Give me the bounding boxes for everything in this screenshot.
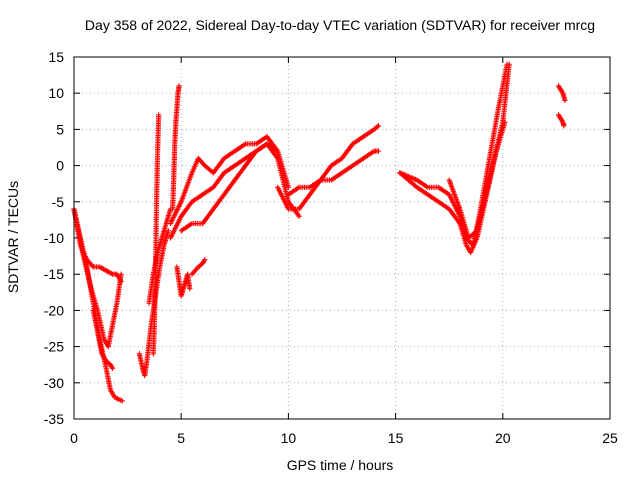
x-tick-label: 20 (495, 430, 511, 446)
data-point (285, 184, 291, 190)
data-point (561, 123, 567, 129)
data-point (119, 398, 125, 404)
y-tick-label: 5 (56, 121, 64, 137)
y-tick-label: 15 (48, 49, 64, 65)
x-tick-label: 0 (70, 430, 78, 446)
data-point (374, 124, 380, 130)
y-tick-label: -30 (44, 375, 64, 391)
chart-title: Day 358 of 2022, Sidereal Day-to-day VTE… (85, 17, 595, 33)
x-axis-label: GPS time / hours (287, 457, 394, 473)
data-point (296, 213, 302, 219)
x-tick-label: 10 (281, 430, 297, 446)
data-point (118, 271, 124, 277)
y-axis-label: SDTVAR / TECUs (5, 181, 21, 293)
y-tick-label: -25 (44, 339, 64, 355)
data-point (156, 112, 162, 118)
y-tick-label: -20 (44, 302, 64, 318)
data-point (562, 97, 568, 104)
y-tick-label: -10 (44, 230, 64, 246)
plot-frame (73, 56, 611, 420)
data-point (375, 123, 382, 129)
y-tick-label: -35 (44, 411, 64, 427)
data-point (187, 286, 193, 292)
y-tick-label: -15 (44, 266, 64, 282)
data-point (165, 228, 171, 234)
y-tick-label: -5 (52, 194, 65, 210)
y-tick-label: 10 (48, 85, 64, 101)
data-point (109, 365, 116, 371)
data-point (375, 148, 382, 154)
x-tick-label: 25 (602, 430, 618, 446)
data-point (506, 61, 512, 67)
y-tick-label: 0 (56, 158, 64, 174)
axis-ticks: 0 5 10 15 20 25 -35 -30 -25 -20 -15 -10 -5 0 5 10 15 (44, 49, 618, 446)
x-tick-label: 5 (177, 430, 185, 446)
data-point (176, 83, 182, 89)
x-tick-label: 15 (388, 430, 404, 446)
data-points (71, 61, 568, 404)
grid (74, 57, 610, 419)
data-point (202, 257, 208, 263)
